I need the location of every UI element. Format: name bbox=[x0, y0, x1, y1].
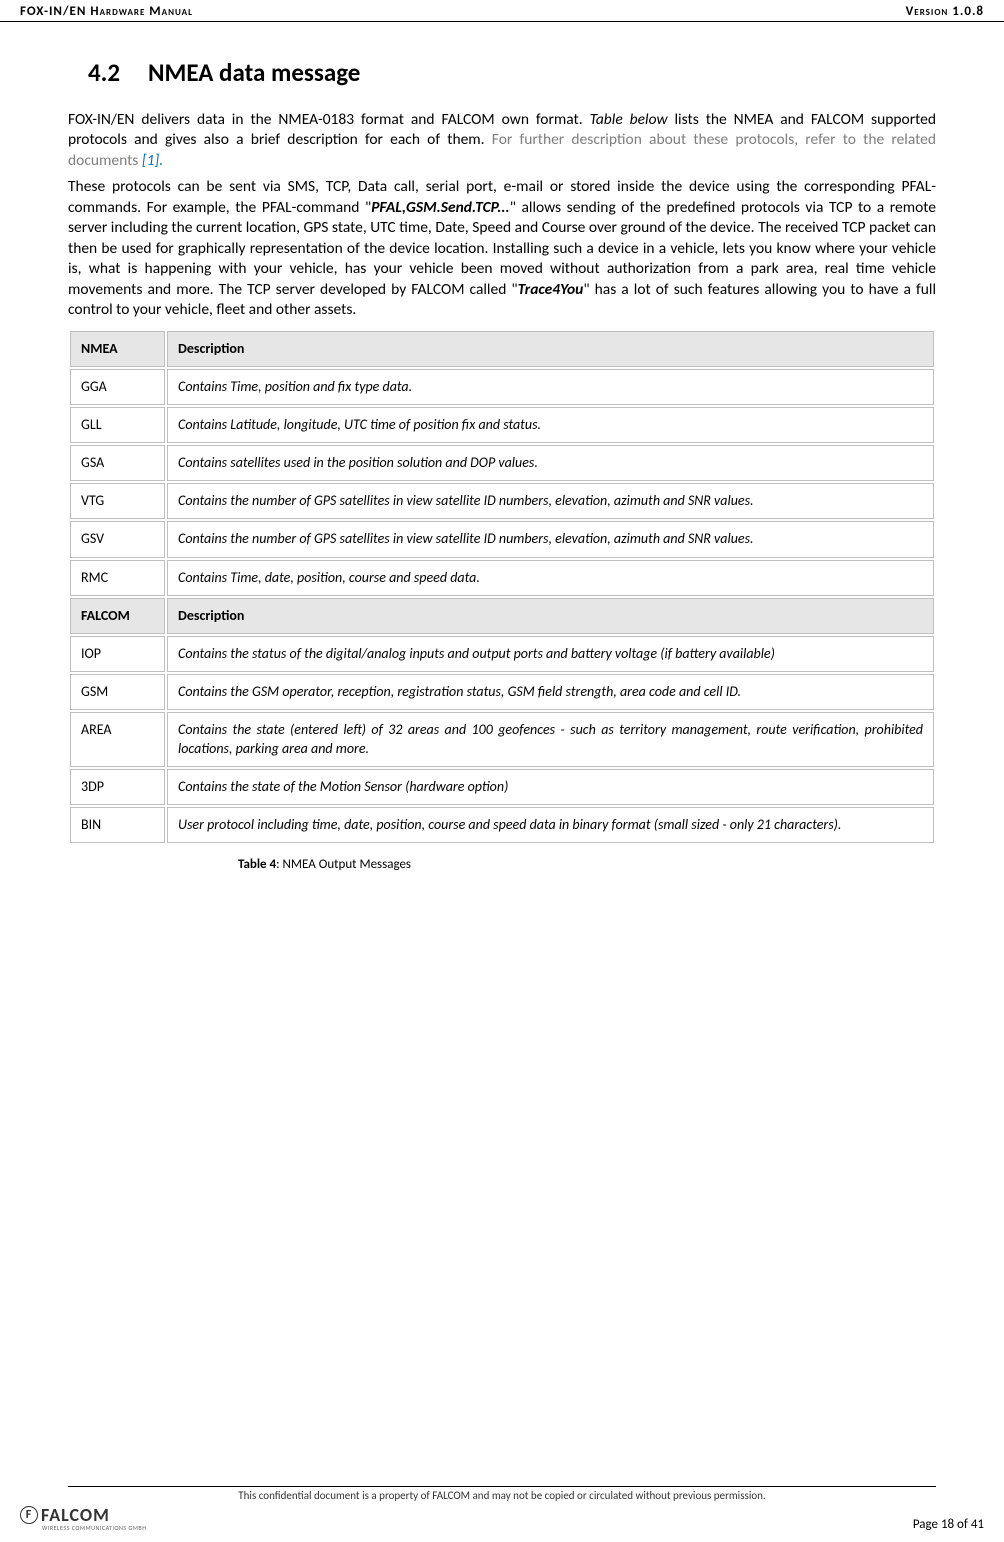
protocol-table: NMEA Description GGAContains Time, posit… bbox=[68, 329, 936, 846]
paragraph-2: These protocols can be sent via SMS, TCP… bbox=[68, 177, 936, 320]
falcom-logo: FFALCOM bbox=[20, 1504, 146, 1526]
protocol-description: Contains Latitude, longitude, UTC time o… bbox=[167, 407, 934, 443]
header-right: Version 1.0.8 bbox=[906, 4, 984, 19]
protocol-code: GLL bbox=[70, 407, 165, 443]
page-number: Page 18 of 41 bbox=[913, 1517, 984, 1532]
section-title: NMEA data message bbox=[148, 57, 360, 88]
protocol-code: 3DP bbox=[70, 769, 165, 805]
protocol-description: Contains the number of GPS satellites in… bbox=[167, 521, 934, 557]
table-row: AREAContains the state (entered left) of… bbox=[70, 712, 934, 766]
table-row: GSMContains the GSM operator, reception,… bbox=[70, 674, 934, 710]
table-row: VTGContains the number of GPS satellites… bbox=[70, 483, 934, 519]
protocol-code: GSM bbox=[70, 674, 165, 710]
table-row: GSAContains satellites used in the posit… bbox=[70, 445, 934, 481]
logo-subtitle: WIRELESS COMMUNICATIONS GMBH bbox=[42, 1524, 146, 1532]
section-heading: 4.2 NMEA data message bbox=[88, 57, 936, 88]
confidential-notice: This confidential document is a property… bbox=[68, 1486, 936, 1502]
footer-logo-block: FFALCOM WIRELESS COMMUNICATIONS GMBH bbox=[20, 1504, 146, 1532]
protocol-code: IOP bbox=[70, 636, 165, 672]
protocol-code: GSA bbox=[70, 445, 165, 481]
protocol-description: User protocol including time, date, posi… bbox=[167, 807, 934, 843]
logo-icon: F bbox=[20, 1506, 38, 1524]
protocol-code: VTG bbox=[70, 483, 165, 519]
protocol-description: Contains the number of GPS satellites in… bbox=[167, 483, 934, 519]
main-content: 4.2 NMEA data message FOX-IN/EN delivers … bbox=[0, 22, 1004, 882]
protocol-description: Contains the GSM operator, reception, re… bbox=[167, 674, 934, 710]
table-row: 3DPContains the state of the Motion Sens… bbox=[70, 769, 934, 805]
table-row: GLLContains Latitude, longitude, UTC tim… bbox=[70, 407, 934, 443]
protocol-description: Contains the state of the Motion Sensor … bbox=[167, 769, 934, 805]
table-row: GGAContains Time, position and fix type … bbox=[70, 369, 934, 405]
page-footer: This confidential document is a property… bbox=[0, 1486, 1004, 1542]
paragraph-1: FOX-IN/EN delivers data in the NMEA-0183… bbox=[68, 110, 936, 171]
protocol-code: GGA bbox=[70, 369, 165, 405]
table-header-nmea: NMEA Description bbox=[70, 331, 934, 367]
protocol-code: BIN bbox=[70, 807, 165, 843]
protocol-description: Contains Time, position and fix type dat… bbox=[167, 369, 934, 405]
protocol-code: RMC bbox=[70, 560, 165, 596]
table-caption: Table 4: NMEA Output Messages bbox=[68, 857, 936, 872]
header-left: FOX-IN/EN Hardware Manual bbox=[20, 4, 193, 19]
page-header: FOX-IN/EN Hardware Manual Version 1.0.8 bbox=[0, 0, 1004, 22]
protocol-description: Contains satellites used in the position… bbox=[167, 445, 934, 481]
protocol-description: Contains the state (entered left) of 32 … bbox=[167, 712, 934, 766]
protocol-code: GSV bbox=[70, 521, 165, 557]
table-row: IOPContains the status of the digital/an… bbox=[70, 636, 934, 672]
table-row: RMCContains Time, date, position, course… bbox=[70, 560, 934, 596]
protocol-description: Contains the status of the digital/analo… bbox=[167, 636, 934, 672]
protocol-description: Contains Time, date, position, course an… bbox=[167, 560, 934, 596]
table-row: BINUser protocol including time, date, p… bbox=[70, 807, 934, 843]
table-row: GSVContains the number of GPS satellites… bbox=[70, 521, 934, 557]
protocol-code: AREA bbox=[70, 712, 165, 766]
reference-link[interactable]: [1]. bbox=[142, 151, 163, 170]
section-number: 4.2 bbox=[88, 57, 120, 88]
table-header-falcom: FALCOM Description bbox=[70, 598, 934, 634]
